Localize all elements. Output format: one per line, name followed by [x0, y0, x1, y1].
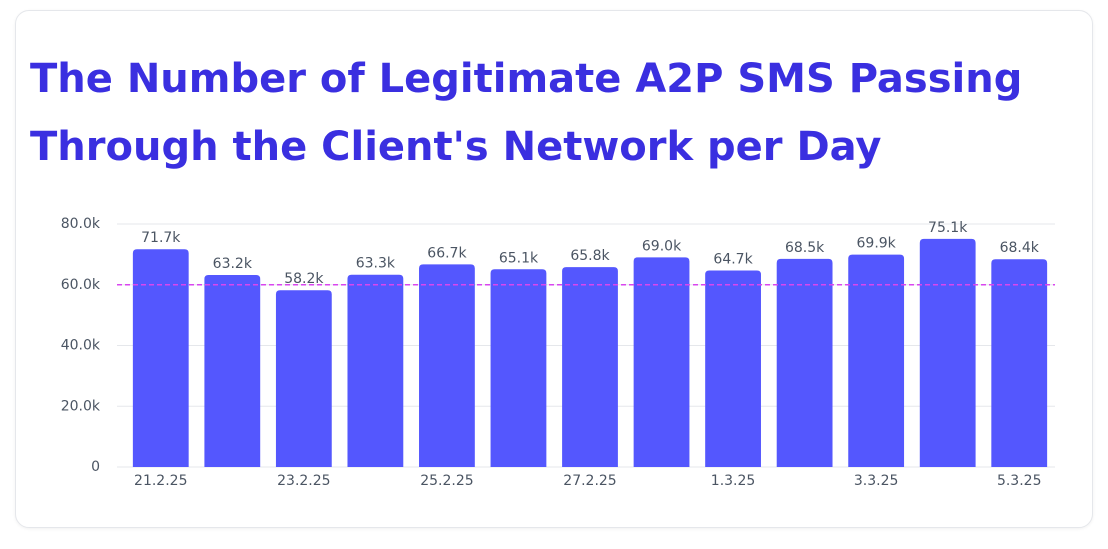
x-tick-label: 3.3.25: [854, 473, 899, 489]
value-label: 65.8k: [570, 248, 610, 264]
value-label: 71.7k: [141, 230, 181, 246]
value-label: 68.5k: [785, 240, 825, 256]
value-label: 64.7k: [713, 251, 753, 267]
value-label: 65.1k: [499, 250, 539, 266]
value-label: 68.4k: [1000, 240, 1040, 256]
value-label: 58.2k: [284, 271, 324, 287]
bar: [347, 274, 404, 467]
x-tick-label: 25.2.25: [420, 473, 473, 489]
x-tick-label: 1.3.25: [711, 473, 756, 489]
y-tick-label: 80.0k: [61, 216, 101, 232]
bar: [562, 267, 618, 467]
bar: [419, 264, 475, 467]
bar: [204, 275, 261, 467]
value-label: 69.9k: [857, 236, 897, 252]
value-label: 69.0k: [642, 238, 682, 254]
bar: [275, 290, 332, 467]
bar: [633, 257, 690, 467]
bar: [919, 238, 976, 467]
x-tick-label: 5.3.25: [997, 473, 1042, 489]
y-tick-label: 60.0k: [61, 277, 101, 293]
bar: [991, 259, 1048, 467]
value-label: 75.1k: [928, 220, 968, 236]
chart-title: The Number of Legitimate A2P SMS Passing: [30, 56, 1022, 102]
value-label: 63.2k: [213, 256, 253, 272]
y-tick-label: 0: [91, 459, 100, 475]
bar: [132, 249, 189, 467]
x-tick-label: 21.2.25: [134, 473, 187, 489]
chart-card: [15, 10, 1093, 528]
x-tick-label: 27.2.25: [563, 473, 616, 489]
x-tick-label: 23.2.25: [277, 473, 330, 489]
bar: [848, 254, 905, 467]
y-tick-label: 40.0k: [61, 338, 101, 354]
bar: [776, 258, 833, 467]
value-label: 63.3k: [356, 256, 396, 272]
bar: [705, 270, 761, 467]
y-tick-label: 20.0k: [61, 398, 101, 414]
chart-title: Through the Client's Network per Day: [30, 124, 881, 170]
bar: [490, 269, 547, 467]
value-label: 66.7k: [427, 245, 467, 261]
